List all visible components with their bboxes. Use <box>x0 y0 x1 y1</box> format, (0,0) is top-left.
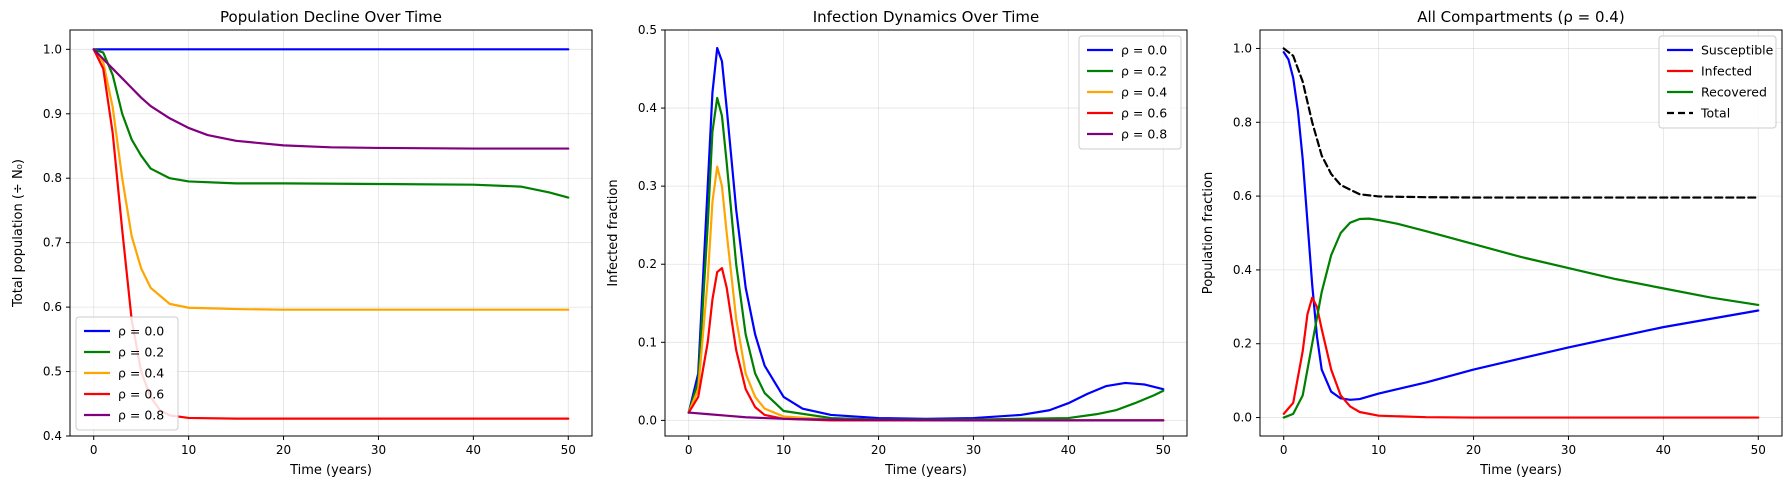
plot-frame <box>1259 29 1783 437</box>
y-tick-label: 0.1 <box>638 335 657 349</box>
legend: ρ = 0.0 ρ = 0.2 ρ = 0.4 ρ = 0.6 ρ = 0.8 <box>75 316 179 431</box>
panel-3: 0 10 20 30 40 50 0.0 0.2 0.4 0.6 0.8 1.0 All Compart… <box>1201 8 1783 478</box>
series-line-0-8 <box>687 411 1165 422</box>
y-tick-label: 0.2 <box>1233 337 1252 351</box>
panel-1: 0 10 20 30 40 50 0.4 0.5 0.6 0.7 0.8 0.9 1.0 Populati… <box>11 8 593 478</box>
x-tick-label: 20 <box>1466 443 1481 457</box>
x-tick-label: 0 <box>1280 443 1288 457</box>
y-tick-label: 0.4 <box>1233 263 1252 277</box>
legend-label: Infected <box>1701 64 1752 79</box>
legend-box <box>75 316 179 431</box>
chart-title: All Compartments (ρ = 0.4) <box>1417 8 1624 26</box>
y-tick-label: 1.0 <box>43 42 62 56</box>
legend-label: ρ = 0.8 <box>1121 127 1167 142</box>
legend-label: ρ = 0.0 <box>118 324 164 339</box>
series-line-recovered <box>1282 217 1760 419</box>
y-tick-label: 0.3 <box>638 179 657 193</box>
y-tick-label: 0.2 <box>638 257 657 271</box>
y-axis-label: Total population (÷ N₀) <box>11 159 26 308</box>
x-tick-label: 40 <box>1061 443 1076 457</box>
series-line-0-6 <box>687 267 1165 422</box>
y-tick-label: 0.9 <box>43 107 62 121</box>
x-axis-label: Time (years) <box>289 463 372 478</box>
legend-box <box>1078 35 1182 150</box>
x-tick-label: 0 <box>90 443 98 457</box>
legend-label: ρ = 0.0 <box>1121 43 1167 58</box>
y-tick-label: 0.5 <box>638 23 657 37</box>
x-axis-label: Time (years) <box>884 463 967 478</box>
y-tick-label: 1.0 <box>1233 41 1252 55</box>
panel-2: 0 10 20 30 40 50 0.0 0.1 0.2 0.3 0.4 0.5 Infection D… <box>606 8 1188 478</box>
x-tick-label: 20 <box>276 443 291 457</box>
legend-label: ρ = 0.4 <box>118 366 164 381</box>
y-tick-label: 0.5 <box>43 365 62 379</box>
series-line-0-0 <box>687 46 1165 420</box>
legend-label: ρ = 0.6 <box>1121 106 1167 121</box>
x-tick-label: 40 <box>466 443 481 457</box>
chart-title: Infection Dynamics Over Time <box>813 8 1039 26</box>
legend-label: ρ = 0.6 <box>118 387 164 402</box>
x-tick-label: 50 <box>561 443 576 457</box>
x-tick-label: 0 <box>685 443 693 457</box>
legend: ρ = 0.0 ρ = 0.2 ρ = 0.4 ρ = 0.6 ρ = 0.8 <box>1078 35 1182 150</box>
legend-label: ρ = 0.4 <box>1121 85 1167 100</box>
series-line-0-4 <box>92 48 570 311</box>
x-tick-label: 10 <box>1371 443 1386 457</box>
series-line-total <box>1282 47 1760 199</box>
y-tick-label: 0.0 <box>1233 411 1252 425</box>
legend-label: Susceptible <box>1701 43 1774 58</box>
y-tick-label: 0.8 <box>1233 115 1252 129</box>
x-tick-label: 10 <box>776 443 791 457</box>
legend: Susceptible Infected Recovered Total <box>1658 35 1777 129</box>
y-tick-label: 0.6 <box>43 300 62 314</box>
plot-frame <box>69 29 593 437</box>
x-tick-label: 50 <box>1156 443 1171 457</box>
series-line-0-2 <box>92 48 570 199</box>
series-line-susceptible <box>1282 51 1760 401</box>
legend-label: ρ = 0.2 <box>118 345 164 360</box>
legend-label: Total <box>1700 106 1730 121</box>
x-tick-label: 30 <box>371 443 386 457</box>
chart-title: Population Decline Over Time <box>220 8 442 26</box>
x-tick-label: 20 <box>871 443 886 457</box>
y-tick-label: 0.8 <box>43 171 62 185</box>
x-axis-label: Time (years) <box>1479 463 1562 478</box>
x-tick-label: 40 <box>1656 443 1671 457</box>
legend-label: ρ = 0.8 <box>118 408 164 423</box>
x-tick-label: 10 <box>181 443 196 457</box>
legend-box <box>1658 35 1777 129</box>
y-tick-label: 0.0 <box>638 413 657 427</box>
legend-label: ρ = 0.2 <box>1121 64 1167 79</box>
x-tick-label: 30 <box>966 443 981 457</box>
plot-frame <box>664 29 1188 437</box>
y-axis-label: Infected fraction <box>606 179 621 286</box>
y-tick-label: 0.4 <box>638 101 657 115</box>
x-tick-label: 50 <box>1751 443 1766 457</box>
x-tick-label: 30 <box>1561 443 1576 457</box>
series-line-0-2 <box>687 96 1165 421</box>
y-tick-label: 0.6 <box>1233 189 1252 203</box>
series-group <box>687 46 1165 422</box>
y-tick-label: 0.4 <box>43 429 62 443</box>
series-line-0-8 <box>92 48 570 150</box>
y-tick-label: 0.7 <box>43 236 62 250</box>
legend-label: Recovered <box>1701 85 1767 100</box>
y-axis-label: Population fraction <box>1201 172 1216 294</box>
series-group <box>1282 47 1760 419</box>
series-line-infected <box>1282 296 1760 419</box>
